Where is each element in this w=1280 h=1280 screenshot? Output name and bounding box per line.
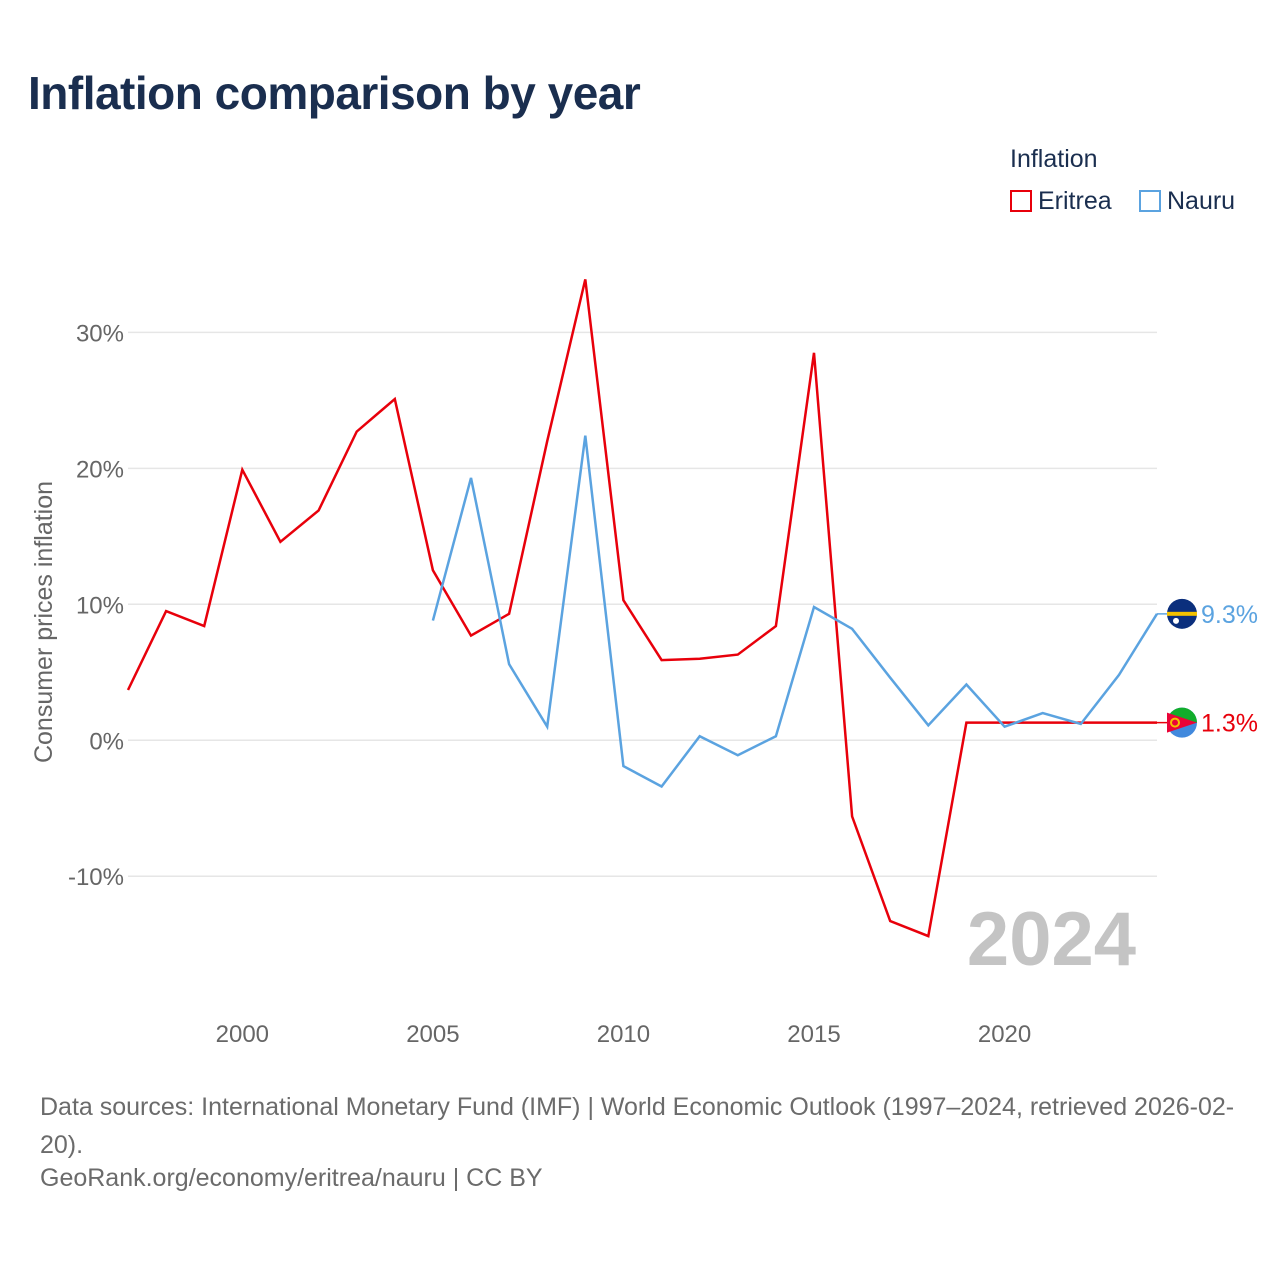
line-chart: -10% 0% 10% 20% 30% 2000 2005 2010 2015 2020 2024… — [30, 279, 1258, 1048]
legend-label-nauru: Nauru — [1167, 186, 1236, 215]
data-source: Data sources: International Monetary Fun… — [40, 1093, 1235, 1159]
legend-swatch-eritrea — [1010, 190, 1032, 212]
x-tick-label: 2005 — [406, 1021, 459, 1048]
flag-icon-nauru — [1167, 598, 1197, 629]
grid-lines — [128, 331, 1157, 877]
legend-label-eritrea: Eritrea — [1038, 186, 1112, 215]
y-tick-label: 20% — [76, 456, 124, 483]
year-watermark: 2024 — [967, 897, 1136, 982]
y-axis-label: Consumer prices inflation — [30, 481, 58, 763]
y-tick-label: 0% — [89, 728, 124, 755]
series-line-eritrea[interactable] — [126, 279, 1157, 938]
end-value-label-eritrea: 1.3% — [1201, 710, 1258, 738]
legend-item-nauru[interactable]: Nauru — [1139, 186, 1235, 216]
series — [126, 279, 1159, 938]
legend-title: Inflation — [1010, 145, 1098, 173]
legend-item-eritrea[interactable]: Eritrea — [1010, 186, 1112, 216]
axes: -10% 0% 10% 20% 30% 2000 2005 2010 2015 2020 — [68, 320, 1031, 1048]
y-tick-label: 10% — [76, 592, 124, 619]
y-tick-label: -10% — [68, 864, 124, 891]
credit-link[interactable]: GeoRank.org/economy/eritrea/nauru | CC B… — [40, 1164, 543, 1192]
end-value-label-nauru: 9.3% — [1201, 601, 1258, 629]
chart-title: Inflation comparison by year — [28, 67, 641, 119]
series-line-nauru[interactable] — [431, 435, 1159, 789]
x-tick-label: 2020 — [978, 1021, 1031, 1048]
y-tick-label: 30% — [76, 320, 124, 347]
legend-swatch-nauru — [1139, 190, 1161, 212]
end-markers: 1.3% 9.3% — [1157, 598, 1258, 738]
x-tick-label: 2000 — [216, 1021, 269, 1048]
flag-icon-eritrea — [1167, 707, 1197, 738]
x-tick-label: 2015 — [787, 1021, 840, 1048]
x-tick-label: 2010 — [597, 1021, 650, 1048]
